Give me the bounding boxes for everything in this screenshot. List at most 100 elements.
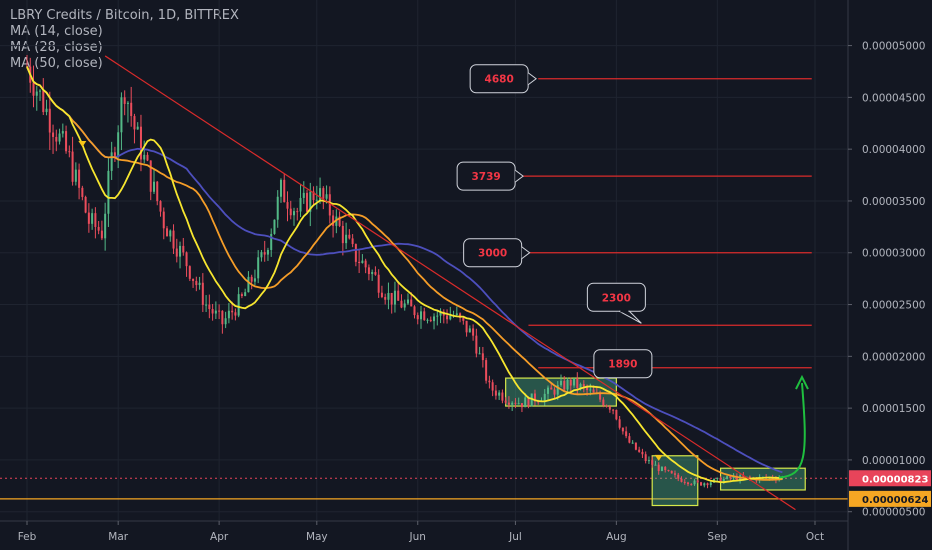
down-candle — [166, 228, 169, 237]
down-candle — [68, 151, 71, 153]
down-candle — [358, 261, 361, 264]
down-candle — [429, 319, 432, 322]
down-candle — [615, 409, 618, 420]
down-candle — [250, 276, 253, 282]
down-candle — [465, 320, 468, 333]
up-candle — [319, 188, 322, 200]
down-candle — [527, 397, 530, 407]
up-candle — [524, 397, 527, 408]
price-axis[interactable]: 0.00005000 0.00004500 0.00004000 0.00003500… — [847, 0, 932, 550]
up-candle — [276, 196, 279, 220]
up-candle — [530, 393, 533, 407]
x-tick-label: Aug — [606, 531, 627, 543]
up-candle — [560, 380, 563, 386]
x-tick-label: Jul — [508, 531, 522, 543]
up-candle — [253, 278, 256, 282]
up-candle — [478, 353, 481, 355]
down-candle — [328, 194, 331, 216]
down-candle — [286, 202, 289, 209]
down-candle — [605, 405, 608, 407]
down-candle — [729, 476, 732, 479]
down-candle — [683, 481, 686, 483]
down-candle — [462, 317, 465, 321]
down-candle — [537, 401, 540, 403]
consolidation-box — [651, 455, 699, 507]
down-candle — [670, 470, 673, 474]
up-candle — [660, 467, 663, 471]
up-candle — [214, 310, 217, 314]
down-candle — [332, 215, 335, 226]
down-candle — [621, 427, 624, 432]
down-candle — [576, 378, 579, 389]
x-tick-label: Jun — [409, 531, 426, 543]
down-candle — [696, 480, 699, 483]
down-candle — [130, 102, 133, 117]
down-candle — [351, 238, 354, 245]
down-candle — [514, 402, 517, 404]
ma14-legend[interactable]: MA (14, close) — [10, 24, 103, 39]
up-candle — [709, 482, 712, 486]
down-candle — [71, 151, 74, 182]
down-candle — [501, 392, 504, 401]
down-candle — [690, 484, 693, 486]
down-candle — [533, 393, 536, 402]
callout-box — [593, 349, 653, 379]
up-candle — [104, 213, 107, 239]
level-callout: 4680 — [469, 64, 537, 94]
level-callout: 1890 — [593, 349, 653, 379]
signal-triangle — [654, 454, 663, 461]
up-candle — [573, 378, 576, 386]
down-candle — [354, 244, 357, 262]
callout-box — [586, 282, 646, 312]
down-candle — [677, 474, 680, 479]
down-candle — [84, 196, 87, 213]
y-tick-label: 0.00002000 — [862, 351, 925, 363]
up-candle — [693, 480, 696, 485]
down-candle — [341, 225, 344, 244]
down-candle — [306, 192, 309, 212]
down-candle — [188, 266, 191, 279]
up-candle — [117, 132, 120, 156]
down-candle — [582, 384, 585, 387]
down-candle — [348, 234, 351, 239]
up-candle — [270, 233, 273, 250]
down-candle — [608, 406, 611, 410]
down-candle — [380, 292, 383, 298]
time-axis[interactable]: Feb Mar Apr May Jun Jul Aug Sep Oct — [0, 520, 848, 543]
down-candle — [162, 211, 165, 229]
up-candle — [299, 197, 302, 212]
down-candle — [507, 402, 510, 405]
up-candle — [292, 211, 296, 216]
ma28-legend[interactable]: MA (28, close) — [10, 40, 103, 55]
down-candle — [48, 108, 51, 133]
up-candle — [39, 90, 42, 92]
up-candle — [279, 179, 282, 197]
up-candle — [74, 169, 77, 182]
up-candle — [406, 299, 409, 304]
callout-label: 3739 — [472, 171, 501, 183]
up-candle — [325, 194, 328, 199]
down-candle — [413, 306, 416, 316]
up-candle — [449, 315, 452, 320]
descending-trendline — [104, 55, 796, 511]
down-candle — [400, 300, 403, 308]
up-candle — [426, 319, 429, 321]
y-tick-label: 0.00003500 — [862, 196, 925, 208]
down-candle — [423, 311, 426, 321]
down-candle — [156, 181, 159, 202]
up-candle — [237, 294, 240, 316]
x-tick-label: Mar — [108, 531, 128, 543]
down-candle — [78, 169, 81, 188]
down-candle — [338, 216, 341, 226]
up-candle — [517, 403, 520, 405]
y-tick-label: 0.00004000 — [862, 144, 925, 156]
down-candle — [149, 160, 152, 192]
up-candle — [45, 108, 48, 113]
up-candle — [546, 387, 550, 394]
up-candle — [647, 460, 650, 462]
up-candle — [543, 393, 546, 401]
annotations — [78, 140, 809, 479]
up-candle — [556, 385, 559, 395]
down-candle — [123, 97, 126, 104]
